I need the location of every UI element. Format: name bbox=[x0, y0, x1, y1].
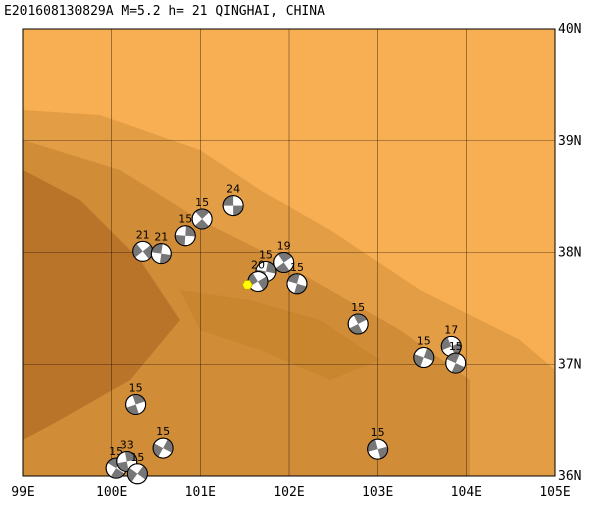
depth-label: 15 bbox=[449, 340, 463, 353]
x-tick-label: 99E bbox=[11, 485, 34, 500]
depth-label: 15 bbox=[371, 426, 385, 439]
beachball-quadrant bbox=[195, 208, 210, 219]
beachball-outline bbox=[286, 273, 308, 295]
beachball-quadrant bbox=[159, 253, 172, 264]
beachball-quadrant bbox=[257, 276, 268, 291]
focal-mechanism bbox=[150, 243, 172, 265]
beachball-outline bbox=[347, 313, 369, 335]
focal-mechanism bbox=[126, 463, 148, 485]
beachball-quadrant bbox=[185, 225, 196, 237]
focal-mechanism bbox=[273, 252, 295, 274]
focal-mechanism bbox=[222, 195, 244, 217]
beachball-quadrant bbox=[233, 205, 244, 216]
x-tick-label: 100E bbox=[96, 485, 127, 500]
beachball-outline bbox=[150, 243, 172, 265]
beachball-quadrant bbox=[275, 262, 290, 273]
beachball-quadrant bbox=[163, 439, 174, 453]
beachball-quadrant bbox=[223, 195, 234, 206]
epicenter bbox=[241, 280, 253, 290]
depth-label: 33 bbox=[120, 438, 134, 451]
beachball-outline bbox=[367, 438, 389, 460]
focal-mechanism bbox=[413, 347, 435, 369]
beachball-quadrant bbox=[110, 468, 125, 479]
x-tick-label: 105E bbox=[539, 485, 570, 500]
depth-label: 19 bbox=[277, 240, 291, 253]
beachball-outline bbox=[116, 450, 138, 472]
beachball-outline bbox=[152, 437, 174, 459]
depth-label: 15 bbox=[290, 261, 304, 274]
beachball-quadrant bbox=[142, 245, 153, 260]
beachball-quadrant bbox=[175, 235, 186, 246]
beachball-outline bbox=[174, 225, 196, 247]
focal-mechanism bbox=[445, 352, 467, 374]
beachball-quadrant bbox=[116, 461, 129, 472]
x-tick-label: 104E bbox=[451, 485, 482, 500]
focal-mechanism bbox=[440, 335, 462, 357]
depth-label: 21 bbox=[136, 228, 150, 241]
focal-mechanism bbox=[152, 437, 174, 459]
focal-mechanism bbox=[174, 225, 196, 247]
beachball-quadrant bbox=[127, 467, 138, 482]
focal-mechanism bbox=[191, 208, 213, 230]
depth-label: 15 bbox=[130, 451, 144, 464]
beachball-quadrant bbox=[446, 353, 460, 364]
depth-label: 24 bbox=[226, 183, 240, 196]
depth-label: 15 bbox=[178, 213, 192, 226]
focal-mechanism bbox=[247, 271, 269, 293]
x-tick-label: 103E bbox=[362, 485, 393, 500]
x-tick-label: 102E bbox=[273, 485, 304, 500]
beachball-outline bbox=[222, 195, 244, 217]
beachball-outline bbox=[273, 252, 295, 274]
beachball-outline bbox=[125, 393, 147, 415]
beachball-quadrant bbox=[353, 314, 368, 325]
beachball-quadrant bbox=[451, 363, 465, 374]
depth-label: 20 bbox=[251, 259, 265, 272]
beachball-quadrant bbox=[349, 324, 363, 335]
y-tick-label: 40N bbox=[558, 22, 581, 37]
beachball-quadrant bbox=[137, 465, 148, 480]
depth-label: 21 bbox=[154, 231, 168, 244]
depth-label: 17 bbox=[444, 323, 458, 336]
beachball-quadrant bbox=[132, 243, 143, 258]
beachball-outline bbox=[413, 347, 435, 369]
beachball-outline bbox=[191, 208, 213, 230]
depth-label: 15 bbox=[351, 301, 365, 314]
focal-mechanism bbox=[286, 273, 308, 295]
y-tick-label: 38N bbox=[558, 246, 581, 261]
depth-label: 15 bbox=[195, 196, 209, 209]
title: E201608130829A M=5.2 h= 21 QINGHAI, CHIN… bbox=[4, 4, 325, 19]
focal-mechanism bbox=[132, 240, 154, 262]
depth-label: 15 bbox=[156, 425, 170, 438]
beachball-quadrant bbox=[153, 443, 164, 457]
beachball-quadrant bbox=[265, 261, 276, 274]
beachball-quadrant bbox=[277, 252, 292, 263]
focal-mechanism bbox=[367, 438, 389, 460]
y-tick-label: 36N bbox=[558, 469, 581, 484]
x-tick-label: 101E bbox=[185, 485, 216, 500]
beachball-quadrant bbox=[151, 243, 163, 254]
focal-mechanism bbox=[347, 313, 369, 335]
depth-label: 15 bbox=[129, 381, 143, 394]
beachball-outline bbox=[445, 352, 467, 374]
beachball-outline bbox=[126, 463, 148, 485]
depth-label: 15 bbox=[259, 248, 273, 261]
beachball-quadrant bbox=[124, 451, 137, 462]
y-tick-label: 39N bbox=[558, 134, 581, 149]
depth-label: 15 bbox=[417, 335, 431, 348]
beachball-quadrant bbox=[194, 218, 209, 229]
focal-mechanism bbox=[125, 393, 147, 415]
y-tick-label: 37N bbox=[558, 357, 581, 372]
